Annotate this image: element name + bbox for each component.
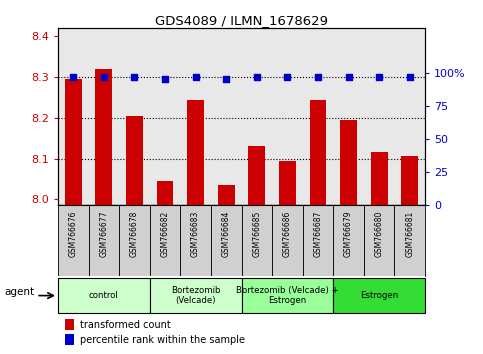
Bar	[180, 205, 211, 276]
Text: GSM766684: GSM766684	[222, 211, 231, 257]
Bar	[242, 205, 272, 276]
Point	[130, 74, 138, 79]
Bar	[303, 205, 333, 276]
Bar	[272, 205, 303, 276]
Point	[161, 76, 169, 82]
Bar	[248, 146, 265, 205]
Point	[100, 74, 108, 79]
Text: GSM766678: GSM766678	[130, 211, 139, 257]
Bar	[333, 278, 425, 313]
Bar	[150, 278, 242, 313]
Bar	[187, 99, 204, 205]
Point	[284, 74, 291, 79]
Bar	[119, 205, 150, 276]
Text: GSM766676: GSM766676	[69, 211, 78, 257]
Bar	[58, 278, 150, 313]
Text: GSM766685: GSM766685	[252, 211, 261, 257]
Bar	[156, 181, 173, 205]
Bar	[333, 205, 364, 276]
Point	[375, 74, 383, 79]
Bar	[218, 185, 235, 205]
Bar	[150, 205, 180, 276]
Point	[192, 74, 199, 79]
Bar	[126, 116, 143, 205]
Text: GSM766681: GSM766681	[405, 211, 414, 257]
Point	[253, 74, 261, 79]
Bar	[279, 161, 296, 205]
Bar	[371, 153, 387, 205]
Title: GDS4089 / ILMN_1678629: GDS4089 / ILMN_1678629	[155, 14, 328, 27]
Bar	[395, 205, 425, 276]
Bar	[58, 205, 88, 276]
Text: Bortezomib (Velcade) +
Estrogen: Bortezomib (Velcade) + Estrogen	[236, 286, 339, 305]
Bar	[364, 205, 395, 276]
Text: GSM766683: GSM766683	[191, 211, 200, 257]
Bar	[310, 99, 327, 205]
Bar	[211, 205, 242, 276]
Text: Bortezomib
(Velcade): Bortezomib (Velcade)	[171, 286, 220, 305]
Bar	[65, 79, 82, 205]
Text: GSM766677: GSM766677	[99, 211, 108, 257]
Text: GSM766679: GSM766679	[344, 211, 353, 257]
Text: Estrogen: Estrogen	[360, 291, 398, 300]
Text: percentile rank within the sample: percentile rank within the sample	[80, 335, 245, 344]
Text: GSM766682: GSM766682	[160, 211, 170, 257]
Text: agent: agent	[5, 287, 35, 297]
Bar	[96, 69, 112, 205]
Point	[70, 74, 77, 79]
Point	[345, 74, 353, 79]
Bar	[340, 120, 357, 205]
Text: transformed count: transformed count	[80, 320, 170, 330]
Bar	[65, 319, 74, 330]
Bar	[401, 156, 418, 205]
Bar	[65, 334, 74, 345]
Bar	[242, 278, 333, 313]
Bar	[88, 205, 119, 276]
Text: GSM766680: GSM766680	[375, 211, 384, 257]
Text: control: control	[89, 291, 119, 300]
Text: GSM766687: GSM766687	[313, 211, 323, 257]
Point	[314, 74, 322, 79]
Point	[406, 74, 413, 79]
Text: GSM766686: GSM766686	[283, 211, 292, 257]
Point	[222, 76, 230, 82]
